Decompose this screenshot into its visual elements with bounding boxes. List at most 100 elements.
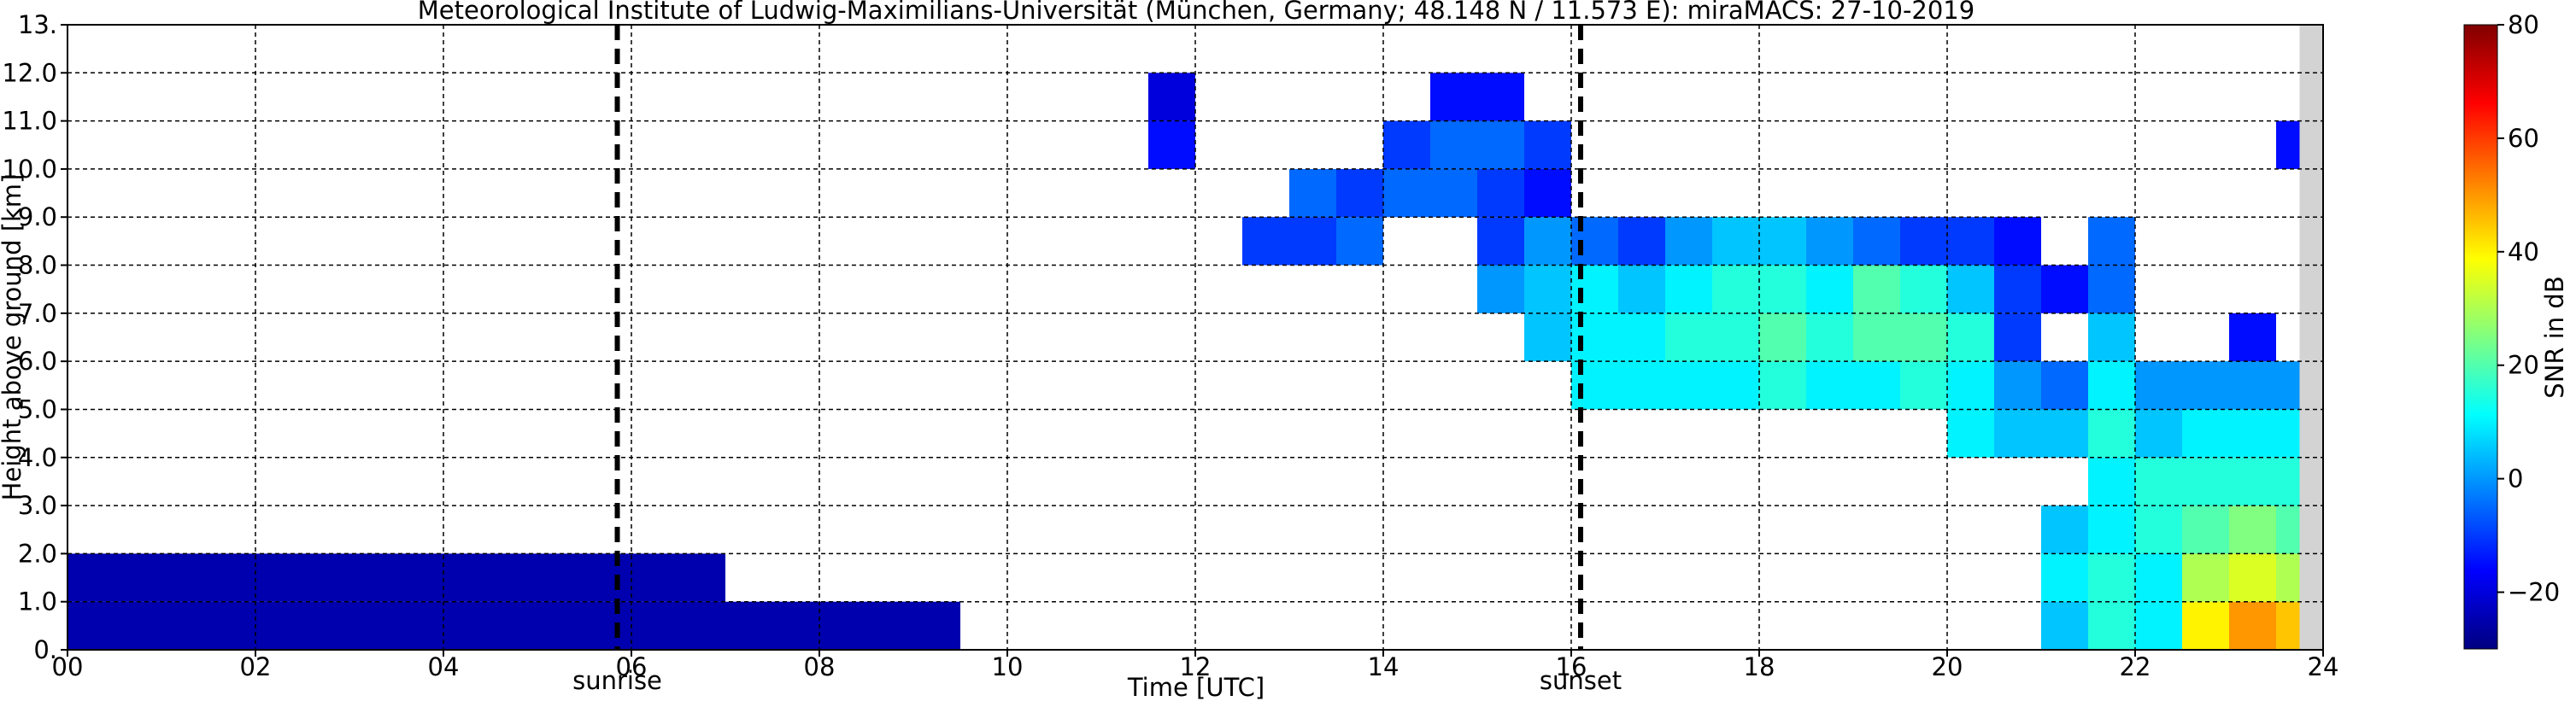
heatmap-cell [1477,73,1524,121]
heatmap-cell [1712,361,1759,410]
heatmap-cell [2088,601,2135,650]
heatmap-cell [2229,409,2276,458]
heatmap-cell [2135,601,2182,650]
heatmap-cell [631,601,678,650]
heatmap-cell [1524,313,1571,362]
heatmap-cell [1618,217,1665,266]
heatmap-cell [1947,409,1994,458]
x-tick-label: 08 [804,652,836,681]
x-tick-label: 06 [616,652,648,681]
heatmap-cell [302,553,349,602]
heatmap-cell [1336,217,1383,266]
plot-frame [67,24,2324,651]
heatmap-cell [2088,553,2135,602]
heatmap-cell [1618,265,1665,313]
heatmap-cell [584,553,631,602]
heatmap-cell [1712,217,1759,266]
heatmap-cell [2041,601,2088,650]
heatmap-cell [1853,265,1900,313]
heatmap-cell [2229,601,2276,650]
heatmap-cell [1524,217,1571,266]
heatmap-cell [208,601,255,650]
heatmap-cell [1994,313,2041,362]
heatmap-cell [1430,73,1477,121]
heatmap-cell [1712,265,1759,313]
heatmap-cell [1947,361,1994,410]
heatmap-cell [2041,361,2088,410]
y-tick-label: 5.0 [18,394,57,424]
y-tick-label: 2.0 [18,539,57,568]
heatmap-cell [2182,553,2229,602]
heatmap-cell [2088,409,2135,458]
heatmap-cell [67,553,114,602]
x-tick-label: 12 [1180,652,1212,681]
heatmap-cell [1477,217,1524,266]
heatmap-cell [1994,265,2041,313]
heatmap-cell [584,601,631,650]
heatmap-cell [443,601,490,650]
heatmap-cell [1477,120,1524,169]
heatmap-cell [2135,505,2182,554]
heatmap-cell [1900,361,1947,410]
heatmap-cell [114,601,161,650]
y-tick-label: 6.0 [18,347,57,376]
y-tick-label: 4.0 [18,443,57,472]
heatmap-cell [2088,361,2135,410]
heatmap-cell [1994,217,2041,266]
heatmap-cell [1618,313,1665,362]
heatmap-cell [443,553,490,602]
x-tick-label: 22 [2120,652,2151,681]
heatmap-cell [866,601,913,650]
heatmap-cell [1430,168,1477,218]
heatmap-cell [161,601,208,650]
y-tick-label: 10.0 [2,155,57,184]
y-tick-label: 13. [18,10,57,39]
heatmap-cell [349,601,396,650]
heatmap-cell [490,553,537,602]
heatmap-cell [396,553,443,602]
event-label: sunrise [572,666,662,695]
heatmap-cell [1336,168,1383,218]
heatmap-cell [678,553,725,602]
heatmap-cell [2182,409,2229,458]
heatmap-cell [1853,313,1900,362]
heatmap-cell [349,553,396,602]
heatmap-cell [1477,168,1524,218]
heatmap-cell [1524,168,1571,218]
heatmap-cell [913,601,960,650]
heatmap-cell [255,601,302,650]
heatmap-cell [1524,265,1571,313]
heatmap-cell [2088,313,2135,362]
heatmap-cell [1759,265,1806,313]
y-tick-label: 3.0 [18,491,57,520]
heatmap-cell [302,601,349,650]
heatmap-cell [2182,505,2229,554]
heatmap-cell [1806,217,1853,266]
heatmap-cell [2135,361,2182,410]
y-tick-label: 8.0 [18,251,57,280]
heatmap-cell [1806,361,1853,410]
heatmap-cell [537,601,584,650]
y-tick-label: 9.0 [18,202,57,231]
x-tick-label: 24 [2308,652,2339,681]
heatmap-cell [2229,313,2276,362]
colorbar-tick-label: 80 [2508,10,2539,39]
heatmap-cell [1148,120,1195,169]
heatmap-cell [2229,457,2276,506]
heatmap-cell [1665,265,1712,313]
heatmap-cell [2135,409,2182,458]
heatmap-cell [1665,361,1712,410]
missing-data [2299,25,2323,650]
heatmap-cell [2088,217,2135,266]
heatmap-cell [1524,120,1571,169]
heatmap-cell [1759,361,1806,410]
event-label: sunset [1540,666,1622,695]
heatmap-cell [1712,313,1759,362]
heatmap-cell [2135,457,2182,506]
y-tick-label: 12.0 [2,58,57,87]
heatmap-cell [67,601,114,650]
x-tick-label: 00 [52,652,84,681]
heatmap-cell [2041,553,2088,602]
colorbar [2463,24,2498,650]
